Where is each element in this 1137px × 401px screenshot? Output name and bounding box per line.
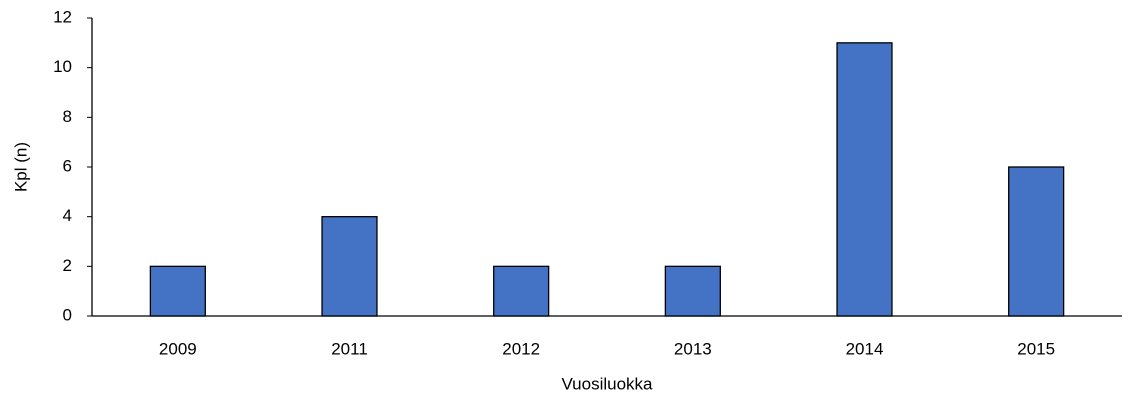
y-tick-label: 4 <box>63 206 72 225</box>
x-tick-label: 2011 <box>331 339 368 358</box>
y-tick-label: 2 <box>63 256 72 275</box>
bar <box>149 265 206 317</box>
bar <box>1008 166 1065 317</box>
x-tick-label: 2013 <box>674 339 712 358</box>
y-axis-title: Kpl (n) <box>11 142 30 192</box>
y-tick-label: 10 <box>53 57 72 76</box>
bar <box>493 265 550 317</box>
bar <box>321 216 378 317</box>
bar <box>836 42 893 317</box>
x-tick-label: 2014 <box>846 339 884 358</box>
bar <box>664 265 721 317</box>
x-tick-label: 2015 <box>1017 339 1055 358</box>
x-axis-title: Vuosiluokka <box>561 374 653 393</box>
x-tick-label: 2009 <box>159 339 197 358</box>
y-tick-label: 12 <box>53 7 72 26</box>
x-tick-label: 2012 <box>502 339 540 358</box>
y-tick-label: 0 <box>63 305 72 324</box>
y-tick-label: 6 <box>63 156 72 175</box>
y-tick-label: 8 <box>63 107 72 126</box>
